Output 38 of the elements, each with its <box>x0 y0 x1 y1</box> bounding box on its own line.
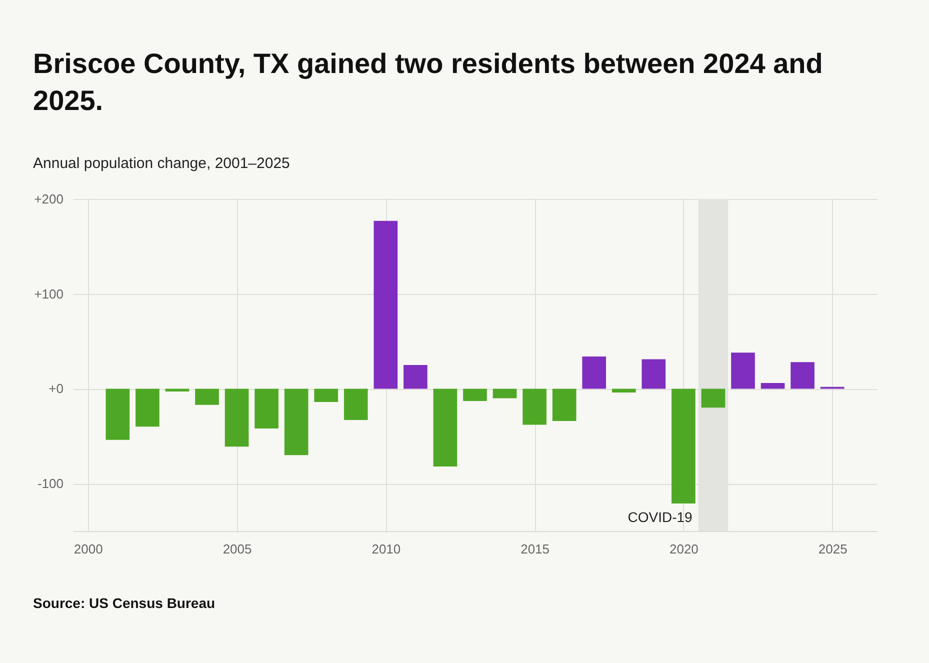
band-label: COVID-19 <box>628 509 693 525</box>
bar <box>790 362 814 389</box>
bar <box>165 388 190 392</box>
x-tick-label: 2015 <box>520 542 550 556</box>
y-tick-label: +200 <box>34 192 64 206</box>
bar <box>254 388 278 429</box>
bar <box>224 388 249 447</box>
x-tick-label: 2010 <box>372 542 401 556</box>
source-note: Source: US Census Bureau <box>33 595 216 611</box>
bar <box>760 383 785 389</box>
chart-subtitle: Annual population change, 2001–2025 <box>33 155 290 172</box>
bar <box>344 388 368 420</box>
bar <box>612 388 636 393</box>
y-tick-label: +0 <box>48 381 64 396</box>
x-tick-label: 2020 <box>669 542 698 556</box>
y-tick-label: -100 <box>37 476 64 492</box>
x-tick-label: 2000 <box>74 542 103 556</box>
y-tick-label: +100 <box>34 286 64 302</box>
bar <box>701 388 726 408</box>
x-tick-label: 2025 <box>818 542 848 556</box>
chart-title: Briscoe County, TX gained two residents between 2024 and 2025. <box>33 48 823 116</box>
bar <box>136 388 160 427</box>
bar <box>284 388 308 456</box>
bar <box>672 388 696 504</box>
bar <box>642 359 666 389</box>
bar <box>314 388 338 402</box>
bar <box>374 220 398 389</box>
bar <box>463 388 487 402</box>
bar <box>552 388 576 421</box>
bar <box>404 365 428 389</box>
bar <box>106 388 130 440</box>
bar <box>522 388 546 425</box>
bar <box>492 388 517 398</box>
bar <box>731 352 755 389</box>
bar <box>582 356 606 389</box>
x-tick-label: 2005 <box>222 542 252 556</box>
bar <box>195 388 219 405</box>
bar <box>433 388 458 466</box>
